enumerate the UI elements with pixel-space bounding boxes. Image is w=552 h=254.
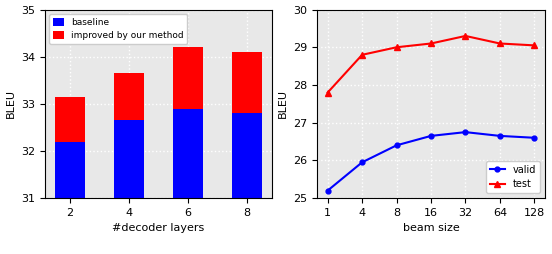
test (497, 42, 503, 45)
Bar (55, 97, 85, 141)
test (359, 53, 365, 56)
Legend: baseline, improved by our method: baseline, improved by our method (50, 14, 187, 44)
Bar (232, 52, 262, 113)
Bar (114, 73, 144, 120)
test (462, 35, 469, 38)
valid (497, 134, 503, 137)
Bar (114, 120, 144, 198)
Y-axis label: BLEU: BLEU (6, 89, 15, 118)
valid (428, 134, 434, 137)
X-axis label: #decoder layers: #decoder layers (113, 224, 205, 233)
valid (531, 136, 538, 139)
test (325, 91, 331, 94)
X-axis label: beam size: beam size (402, 224, 459, 233)
valid (325, 189, 331, 192)
test (393, 46, 400, 49)
test (531, 44, 538, 47)
Line: valid: valid (325, 130, 537, 193)
valid (359, 161, 365, 164)
Bar (173, 108, 203, 198)
Bar (232, 113, 262, 198)
valid (393, 144, 400, 147)
Bar (55, 141, 85, 198)
test (428, 42, 434, 45)
Bar (173, 47, 203, 108)
Legend: valid, test: valid, test (486, 161, 540, 193)
valid (462, 131, 469, 134)
Y-axis label: BLEU: BLEU (278, 89, 288, 118)
Line: test: test (325, 33, 537, 95)
